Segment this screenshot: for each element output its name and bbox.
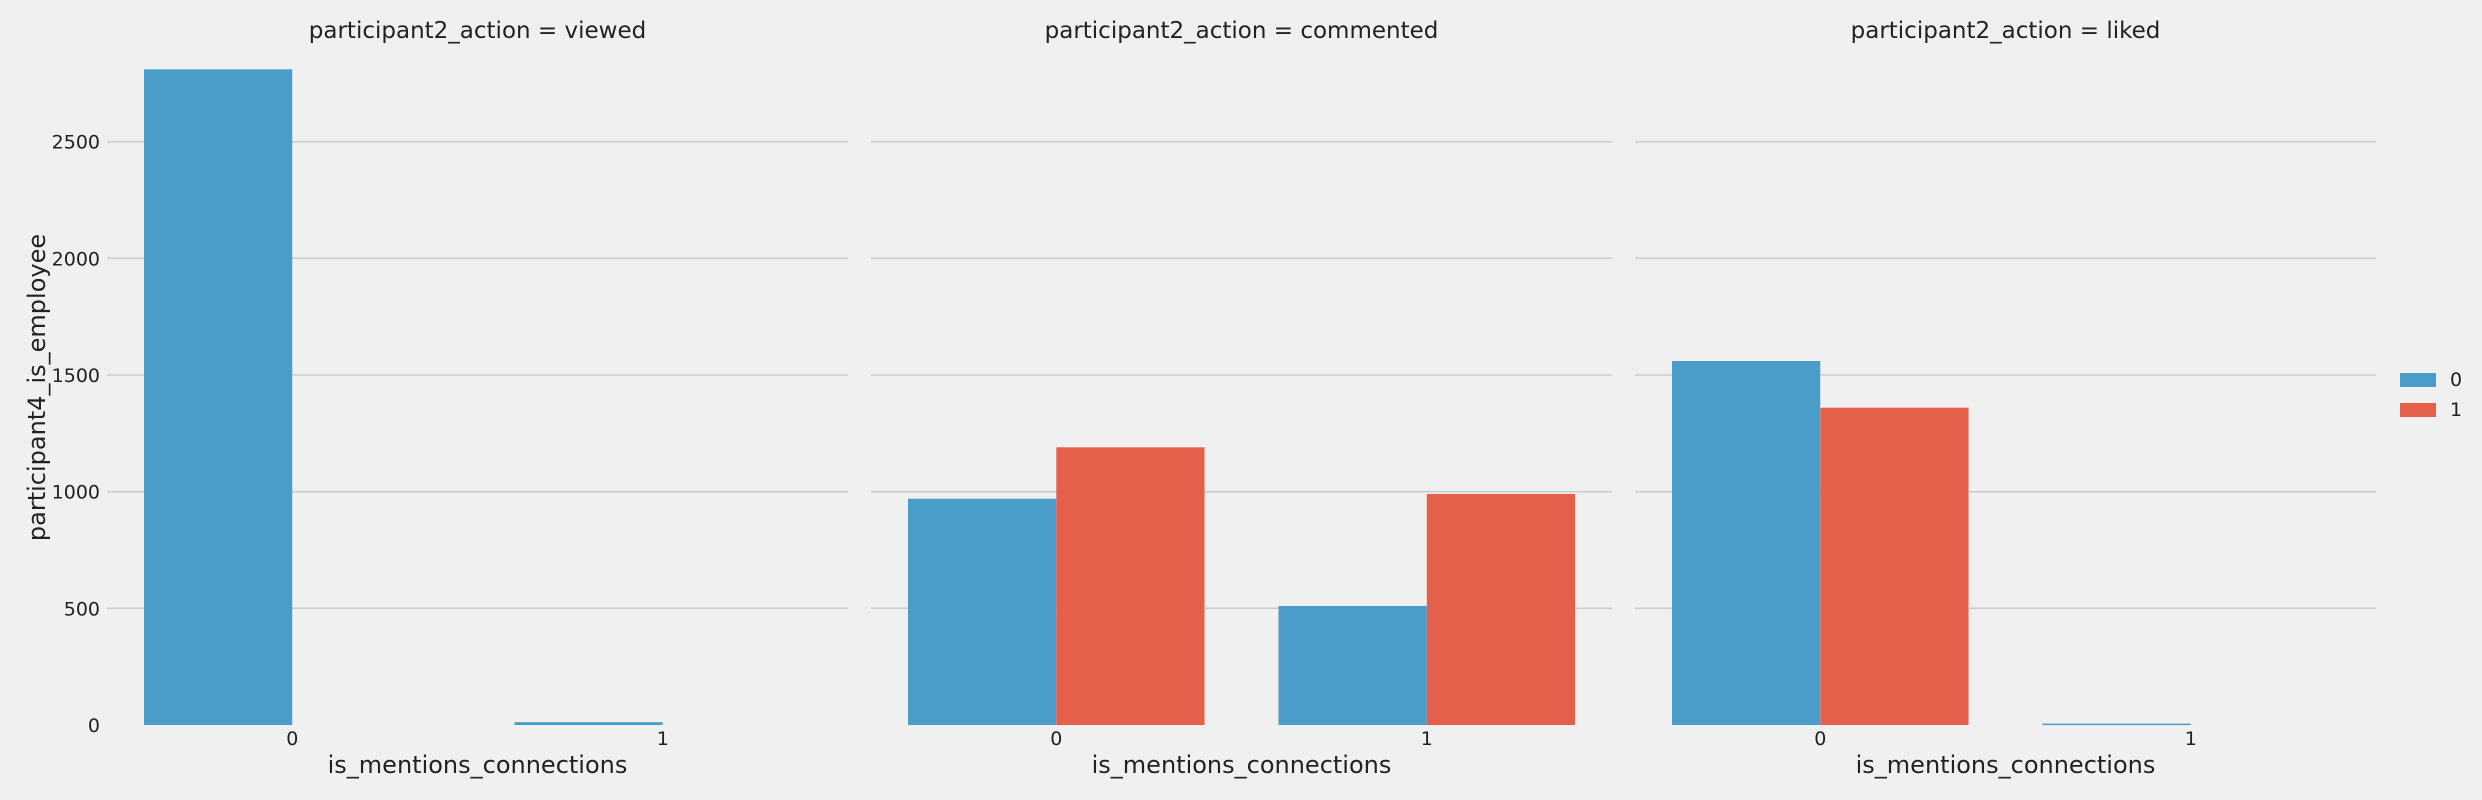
x-tick-label-1-1: 1 [1421, 728, 1433, 750]
panel-title-0: participant2_action = viewed [309, 18, 646, 44]
bar-2-series-0-cat-0 [1672, 361, 1821, 725]
y-tick-label-5: 2500 [52, 132, 100, 154]
bar-1-series-0-cat-1 [1278, 606, 1427, 725]
y-tick-label-4: 2000 [52, 248, 100, 270]
x-tick-label-1-0: 0 [1050, 728, 1062, 750]
y-tick-label-2: 1000 [52, 482, 100, 504]
bar-1-series-1-cat-1 [1426, 494, 1575, 725]
y-tick-label-0: 0 [88, 715, 100, 737]
bar-2-series-1-cat-0 [1820, 407, 1969, 725]
x-axis-title-2: is_mentions_connections [1856, 751, 2156, 779]
legend-swatch-1 [2400, 403, 2436, 417]
x-axis-title-1: is_mentions_connections [1092, 751, 1392, 779]
bar-1-series-0-cat-0 [908, 498, 1057, 725]
legend-label-1: 1 [2450, 399, 2462, 421]
bar-1-series-1-cat-0 [1056, 447, 1205, 725]
x-tick-label-2-0: 0 [1814, 728, 1826, 750]
y-tick-label-1: 500 [64, 598, 100, 620]
legend-label-0: 0 [2450, 369, 2462, 391]
x-tick-label-0-1: 1 [657, 728, 669, 750]
bar-2-series-0-cat-1 [2042, 723, 2191, 726]
y-axis-title: participant4_is_employee [23, 234, 51, 541]
bar-0-series-0-cat-1 [514, 722, 663, 725]
x-tick-label-0-0: 0 [286, 728, 298, 750]
y-tick-label-3: 1500 [52, 365, 100, 387]
panel-title-1: participant2_action = commented [1045, 18, 1439, 44]
x-axis-title-0: is_mentions_connections [328, 751, 628, 779]
x-tick-label-2-1: 1 [2185, 728, 2197, 750]
panel-title-2: participant2_action = liked [1851, 18, 2161, 44]
legend-swatch-0 [2400, 373, 2436, 387]
bar-0-series-0-cat-0 [144, 69, 293, 726]
